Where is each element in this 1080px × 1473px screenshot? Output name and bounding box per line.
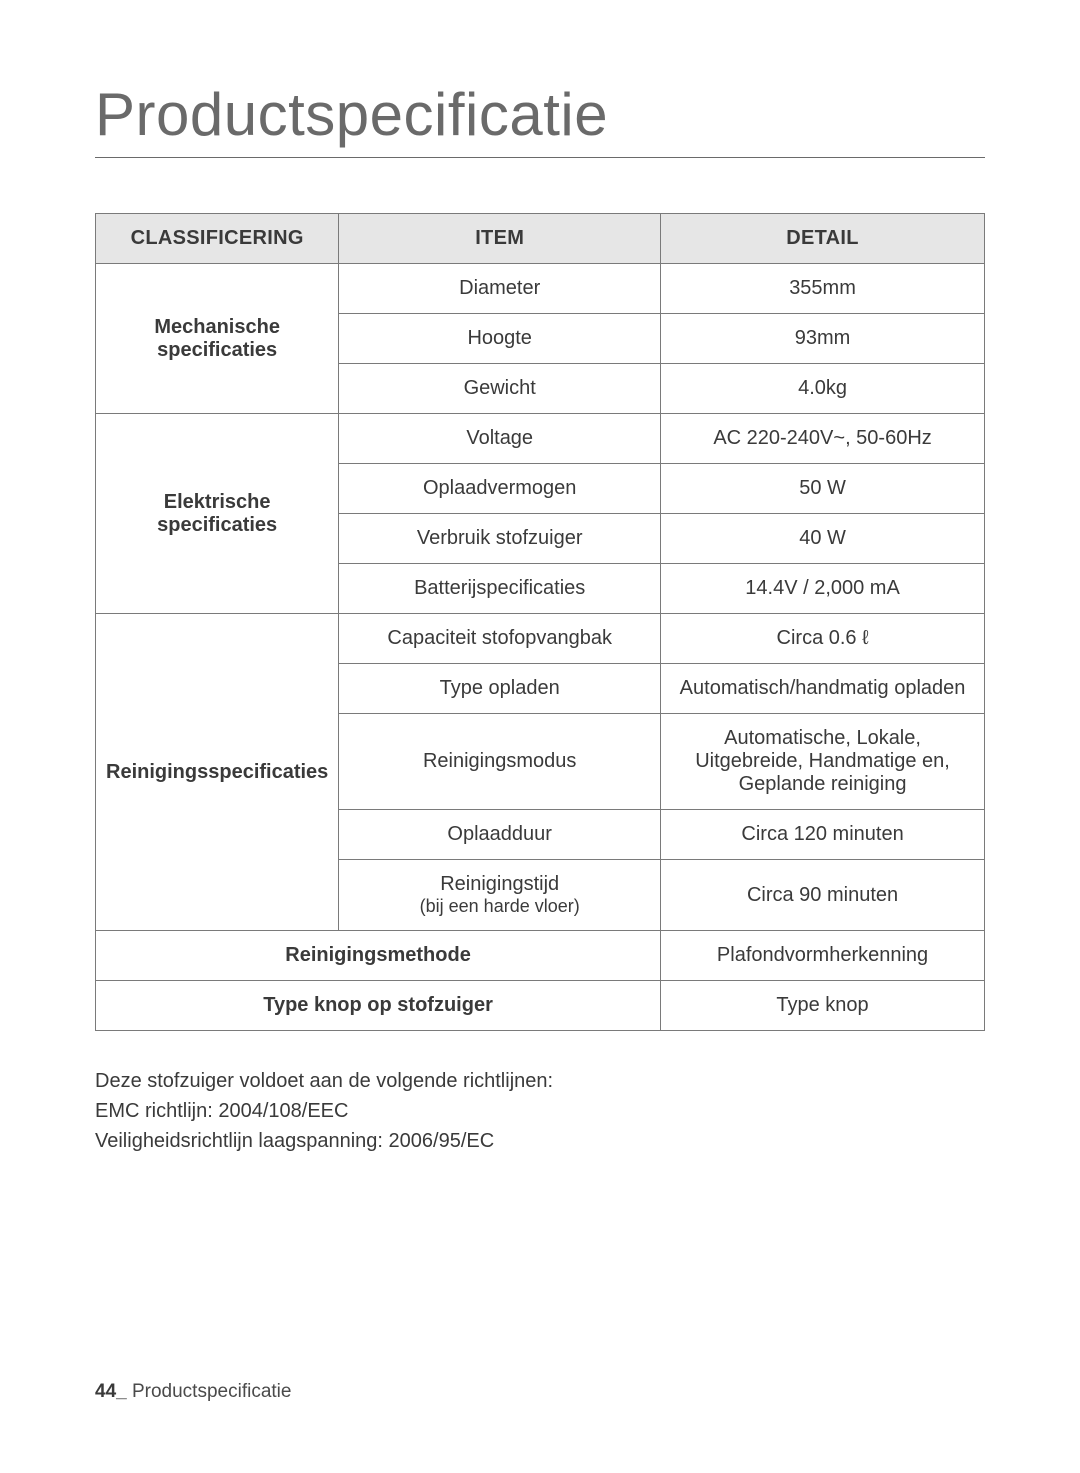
detail-cell: Automatisch/handmatig opladen xyxy=(661,664,985,714)
classification-cell: Elektrischespecificaties xyxy=(96,414,339,614)
detail-cell: 14.4V / 2,000 mA xyxy=(661,564,985,614)
item-cell: Capaciteit stofopvangbak xyxy=(339,614,661,664)
page-number: 44_ xyxy=(95,1381,127,1402)
item-cell: Hoogte xyxy=(339,314,661,364)
item-cell: Diameter xyxy=(339,264,661,314)
item-cell: Verbruik stofzuiger xyxy=(339,514,661,564)
detail-cell: 355mm xyxy=(661,264,985,314)
detail-cell: AC 220-240V~, 50-60Hz xyxy=(661,414,985,464)
classification-cell: Reinigingsspecificaties xyxy=(96,614,339,931)
note-line: Deze stofzuiger voldoet aan de volgende … xyxy=(95,1066,985,1096)
detail-cell: Plafondvormherkenning xyxy=(661,931,985,981)
merged-label-cell: Type knop op stofzuiger xyxy=(96,981,661,1031)
item-cell: Voltage xyxy=(339,414,661,464)
detail-cell: Type knop xyxy=(661,981,985,1031)
item-cell: Oplaadduur xyxy=(339,810,661,860)
specification-table: CLASSIFICERING ITEM DETAIL Mechanischesp… xyxy=(95,213,985,1031)
note-line: Veiligheidsrichtlijn laagspanning: 2006/… xyxy=(95,1126,985,1156)
page-footer: 44_ Productspecificatie xyxy=(95,1381,291,1403)
footer-section: Productspecificatie xyxy=(132,1381,291,1402)
item-cell: Reinigingstijd(bij een harde vloer) xyxy=(339,860,661,931)
item-cell: Type opladen xyxy=(339,664,661,714)
detail-cell: 4.0kg xyxy=(661,364,985,414)
item-cell: Gewicht xyxy=(339,364,661,414)
detail-cell: Automatische, Lokale, Uitgebreide, Handm… xyxy=(661,714,985,810)
classification-cell: Mechanischespecificaties xyxy=(96,264,339,414)
note-line: EMC richtlijn: 2004/108/EEC xyxy=(95,1096,985,1126)
item-cell: Batterijspecificaties xyxy=(339,564,661,614)
header-detail: DETAIL xyxy=(661,214,985,264)
header-classification: CLASSIFICERING xyxy=(96,214,339,264)
detail-cell: Circa 0.6 ℓ xyxy=(661,614,985,664)
merged-label-cell: Reinigingsmethode xyxy=(96,931,661,981)
page-title: Productspecificatie xyxy=(95,80,985,158)
compliance-notes: Deze stofzuiger voldoet aan de volgende … xyxy=(95,1066,985,1156)
detail-cell: Circa 90 minuten xyxy=(661,860,985,931)
detail-cell: 40 W xyxy=(661,514,985,564)
detail-cell: 50 W xyxy=(661,464,985,514)
item-cell: Reinigingsmodus xyxy=(339,714,661,810)
item-cell: Oplaadvermogen xyxy=(339,464,661,514)
header-item: ITEM xyxy=(339,214,661,264)
detail-cell: 93mm xyxy=(661,314,985,364)
detail-cell: Circa 120 minuten xyxy=(661,810,985,860)
